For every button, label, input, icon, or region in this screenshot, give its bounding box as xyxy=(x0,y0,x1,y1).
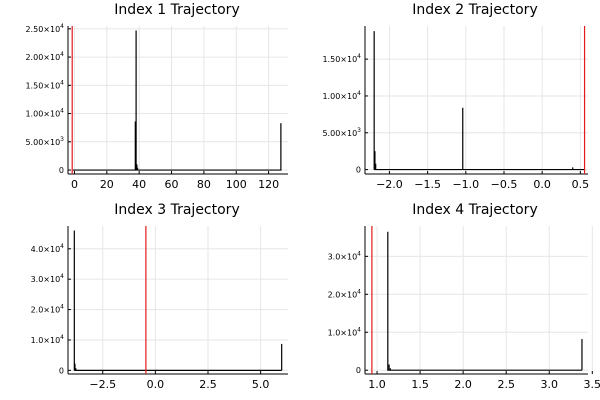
y-tick-base: 1.50×10 xyxy=(25,81,60,90)
x-tick-label: 60 xyxy=(165,178,179,191)
panel-3: Index 3 Trajectory −2.5 0.0 2.5 5.001.0×104… xyxy=(31,202,288,391)
y-tick-label: 2.50×104 xyxy=(25,23,64,34)
x-tick-label: 2.0 xyxy=(454,378,472,391)
panel-title: Index 4 Trajectory xyxy=(412,202,537,218)
y-tick-exponent: 4 xyxy=(357,250,361,257)
y-tick-label: 0 xyxy=(356,366,361,375)
y-tick-label: 5.00×103 xyxy=(25,136,64,147)
x-tick-label: 3.0 xyxy=(541,378,559,391)
y-tick-label: 3.0×104 xyxy=(328,250,362,261)
panel-2: Index 2 Trajectory −2.0 −1.5 −1.0 −0.5 0.0 0.… xyxy=(322,2,589,191)
x-tick-label: 20 xyxy=(100,178,114,191)
x-tick-label: 2.5 xyxy=(497,378,515,391)
x-tick-label: 120 xyxy=(258,178,279,191)
y-tick-exponent: 3 xyxy=(60,136,64,143)
x-tick-label: 2.5 xyxy=(199,378,217,391)
panel-title: Index 1 Trajectory xyxy=(114,2,239,18)
x-tick-label: −1.5 xyxy=(414,178,441,191)
y-tick-base: 4.0×10 xyxy=(31,245,61,254)
y-tick-exponent: 4 xyxy=(357,288,361,295)
y-tick-label: 2.00×104 xyxy=(25,51,64,62)
y-tick-base: 5.00×10 xyxy=(322,129,357,138)
y-tick-base: 0 xyxy=(59,366,64,375)
y-tick-base: 2.0×10 xyxy=(31,306,61,315)
y-tick-label: 1.0×104 xyxy=(31,334,65,345)
y-tick-exponent: 4 xyxy=(60,273,64,280)
y-tick-label: 2.0×104 xyxy=(31,304,65,315)
y-tick-exponent: 4 xyxy=(60,79,64,86)
x-tick-label: 0.5 xyxy=(572,178,590,191)
y-tick-exponent: 4 xyxy=(60,23,64,30)
x-tick-label: −1.0 xyxy=(452,178,479,191)
y-tick-base: 1.00×10 xyxy=(322,92,357,101)
y-tick-base: 2.0×10 xyxy=(328,290,358,299)
y-tick-base: 0 xyxy=(356,366,361,375)
y-tick-base: 5.00×10 xyxy=(25,138,60,147)
x-tick-label: 5.0 xyxy=(252,378,270,391)
x-tick-label: 0 xyxy=(71,178,78,191)
y-tick-label: 1.0×104 xyxy=(328,326,362,337)
y-tick-exponent: 4 xyxy=(357,90,361,97)
y-tick-base: 1.0×10 xyxy=(31,336,61,345)
x-tick-label: 1.5 xyxy=(411,378,429,391)
y-tick-base: 2.50×10 xyxy=(25,25,60,34)
y-tick-exponent: 4 xyxy=(357,53,361,60)
y-tick-base: 1.50×10 xyxy=(322,55,357,64)
panel-1: Index 1 Trajectory 0 20 40 60 80 100 120 0 5.00×… xyxy=(25,2,288,191)
y-tick-exponent: 4 xyxy=(60,243,64,250)
y-tick-label: 1.00×104 xyxy=(322,90,361,101)
y-tick-base: 1.00×10 xyxy=(25,110,60,119)
y-tick-base: 3.0×10 xyxy=(31,275,61,284)
x-tick-label: −2.5 xyxy=(89,378,116,391)
y-tick-exponent: 4 xyxy=(60,334,64,341)
panel-4: Index 4 Trajectory 1.0 1.5 2.0 2.5 3.0 3.5 0 1.… xyxy=(328,202,600,391)
y-tick-label: 0 xyxy=(59,366,64,375)
y-tick-base: 0 xyxy=(356,166,361,175)
y-tick-label: 5.00×103 xyxy=(322,127,361,138)
y-tick-base: 2.00×10 xyxy=(25,53,60,62)
x-tick-label: 100 xyxy=(226,178,247,191)
x-tick-label: 0.0 xyxy=(533,178,551,191)
y-tick-exponent: 4 xyxy=(357,326,361,333)
y-tick-label: 0 xyxy=(59,166,64,175)
y-tick-exponent: 4 xyxy=(60,108,64,115)
y-tick-label: 4.0×104 xyxy=(31,243,65,254)
panel-title: Index 2 Trajectory xyxy=(412,2,537,18)
y-tick-label: 1.50×104 xyxy=(322,53,361,64)
y-tick-base: 0 xyxy=(59,166,64,175)
y-tick-base: 3.0×10 xyxy=(328,252,358,261)
y-tick-exponent: 3 xyxy=(357,127,361,134)
panel-title: Index 3 Trajectory xyxy=(114,202,239,218)
y-tick-exponent: 4 xyxy=(60,51,64,58)
y-tick-label: 2.0×104 xyxy=(328,288,362,299)
x-tick-label: 0.0 xyxy=(147,378,165,391)
y-tick-label: 3.0×104 xyxy=(31,273,65,284)
x-tick-label: 1.0 xyxy=(368,378,386,391)
x-tick-label: −0.5 xyxy=(491,178,518,191)
x-tick-label: −2.0 xyxy=(376,178,403,191)
x-tick-label: 80 xyxy=(197,178,211,191)
y-tick-exponent: 4 xyxy=(60,304,64,311)
y-tick-label: 1.50×104 xyxy=(25,79,64,90)
x-tick-label: 40 xyxy=(132,178,146,191)
x-tick-label: 3.5 xyxy=(584,378,600,391)
y-tick-base: 1.0×10 xyxy=(328,328,358,337)
y-tick-label: 0 xyxy=(356,166,361,175)
y-tick-label: 1.00×104 xyxy=(25,108,64,119)
